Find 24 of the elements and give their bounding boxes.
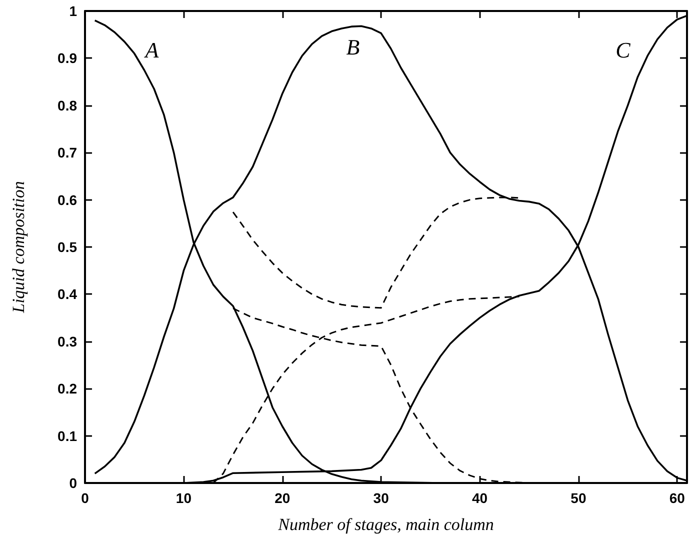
- y-tick-label: 0: [69, 475, 78, 491]
- x-tick-label: 50: [570, 490, 586, 506]
- y-tick-label: 0.7: [58, 144, 78, 161]
- annotation: B: [346, 34, 360, 60]
- y-tick-label: 0.8: [58, 97, 78, 114]
- y-tick-label: 0.9: [58, 50, 78, 66]
- x-tick-label: 20: [274, 490, 290, 506]
- x-tick-label: 30: [373, 490, 390, 506]
- x-tick-label: 60: [669, 490, 686, 506]
- y-tick-label: 0.5: [58, 239, 78, 255]
- y-tick-label: 0.1: [58, 428, 78, 444]
- y-tick-label: 0.4: [58, 286, 78, 302]
- annotation: A: [143, 38, 160, 62]
- y-tick-label: 1: [69, 3, 78, 19]
- annotation: C: [616, 38, 631, 62]
- y-tick-label: 0.2: [58, 380, 78, 397]
- x-tick-label: 10: [176, 490, 192, 506]
- y-tick-label: 0.3: [58, 333, 78, 350]
- x-tick-label: 40: [472, 490, 488, 506]
- x-axis-title: Number of stages, main column: [277, 515, 494, 534]
- line-series: [232, 196, 520, 309]
- y-tick-label: 0.6: [58, 192, 78, 208]
- x-tick-label: 0: [81, 490, 90, 506]
- y-axis-title: Liquid composition: [9, 181, 28, 314]
